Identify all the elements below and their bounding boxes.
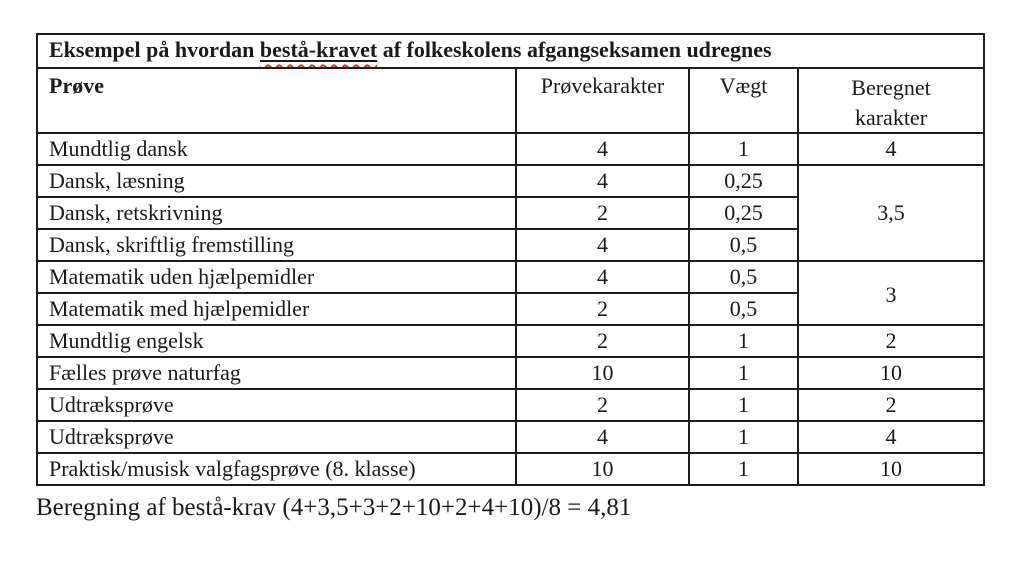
cell-vaegt: 0,25 <box>688 164 799 199</box>
cell-proevekarakter: 2 <box>515 196 690 231</box>
cell-vaegt: 1 <box>688 388 799 423</box>
cell-proeve: Dansk, skriftlig fremstilling <box>36 228 517 263</box>
grade-table: Eksempel på hvordan bestå-kravet af folk… <box>36 33 985 487</box>
cell-beregnet: 4 <box>797 420 985 455</box>
cell-proevekarakter: 2 <box>515 324 690 359</box>
cell-proeve: Mundtlig dansk <box>36 132 517 167</box>
cell-vaegt: 0,25 <box>688 196 799 231</box>
cell-proeve: Dansk, retskrivning <box>36 196 517 231</box>
header-proevekarakter: Prøvekarakter <box>515 66 690 135</box>
cell-proeve: Fælles prøve naturfag <box>36 356 517 391</box>
table-row-dansk-retskrivning: Dansk, retskrivning 2 0,25 <box>36 196 984 231</box>
table-title-row: Eksempel på hvordan bestå-kravet af folk… <box>36 33 985 69</box>
title-text-pre: Eksempel på hvordan <box>49 37 260 62</box>
cell-proevekarakter: 2 <box>515 292 690 327</box>
cell-proeve: Udtræksprøve <box>36 420 517 455</box>
cell-beregnet: 4 <box>797 132 985 167</box>
cell-beregnet: 10 <box>797 452 985 487</box>
header-vaegt: Vægt <box>688 66 799 135</box>
cell-vaegt: 0,5 <box>688 228 799 263</box>
cell-proeve: Matematik med hjælpemidler <box>36 292 517 327</box>
table-row-dansk-skriftlig: Dansk, skriftlig fremstilling 4 0,5 <box>36 228 984 263</box>
cell-proevekarakter: 10 <box>515 356 690 391</box>
table-row-mundtlig-engelsk: Mundtlig engelsk 2 1 2 <box>36 324 985 359</box>
cell-vaegt: 1 <box>688 324 799 359</box>
cell-proevekarakter: 4 <box>515 164 690 199</box>
cell-proeve: Mundtlig engelsk <box>36 324 517 359</box>
cell-vaegt: 1 <box>688 420 799 455</box>
cell-proevekarakter: 4 <box>515 260 690 295</box>
table-row-udtraeksproeve-1: Udtræksprøve 2 1 2 <box>36 388 985 423</box>
calculation-line: Beregning af bestå-krav (4+3,5+3+2+10+2+… <box>36 494 632 521</box>
cell-proevekarakter: 4 <box>515 420 690 455</box>
cell-proevekarakter: 2 <box>515 388 690 423</box>
cell-proeve: Matematik uden hjælpemidler <box>36 260 517 295</box>
cell-proevekarakter: 10 <box>515 452 690 487</box>
cell-beregnet: 2 <box>797 388 985 423</box>
cell-beregnet: 2 <box>797 324 985 359</box>
cell-vaegt: 0,5 <box>688 292 799 327</box>
table-header-row: Prøve Prøvekarakter Vægt Beregnet karakt… <box>36 66 985 135</box>
header-proeve: Prøve <box>36 66 517 135</box>
cell-vaegt: 1 <box>688 452 799 487</box>
table-title: Eksempel på hvordan bestå-kravet af folk… <box>36 33 985 69</box>
cell-beregnet-merged-matematik: 3 <box>797 260 985 327</box>
table-row-dansk-laesning: Dansk, læsning 4 0,25 3,5 <box>36 164 985 263</box>
grade-table-wrapper: Eksempel på hvordan bestå-kravet af folk… <box>36 33 985 487</box>
cell-proeve: Udtræksprøve <box>36 388 517 423</box>
cell-proevekarakter: 4 <box>515 132 690 167</box>
table-row-faelles-naturfag: Fælles prøve naturfag 10 1 10 <box>36 356 985 391</box>
header-beregnet-karakter: Beregnet karakter <box>797 66 985 135</box>
cell-proevekarakter: 4 <box>515 228 690 263</box>
cell-vaegt: 1 <box>688 132 799 167</box>
cell-vaegt: 1 <box>688 356 799 391</box>
table-row-udtraeksproeve-2: Udtræksprøve 4 1 4 <box>36 420 985 455</box>
table-row-matematik-med: Matematik med hjælpemidler 2 0,5 <box>36 292 984 327</box>
cell-beregnet: 10 <box>797 356 985 391</box>
title-marked-word: bestå-kravet <box>260 37 377 62</box>
title-marked-word-text: bestå-kravet <box>259 37 378 62</box>
cell-proeve: Praktisk/musisk valgfagsprøve (8. klasse… <box>36 452 517 487</box>
cell-beregnet-merged-dansk: 3,5 <box>797 164 985 263</box>
table-row-mundtlig-dansk: Mundtlig dansk 4 1 4 <box>36 132 985 167</box>
title-text-post: af folkeskolens afgangseksamen udregnes <box>377 37 772 62</box>
table-row-praktisk-musisk: Praktisk/musisk valgfagsprøve (8. klasse… <box>36 452 985 487</box>
cell-vaegt: 0,5 <box>688 260 799 295</box>
table-row-matematik-uden: Matematik uden hjælpemidler 4 0,5 3 <box>36 260 985 327</box>
cell-proeve: Dansk, læsning <box>36 164 517 199</box>
